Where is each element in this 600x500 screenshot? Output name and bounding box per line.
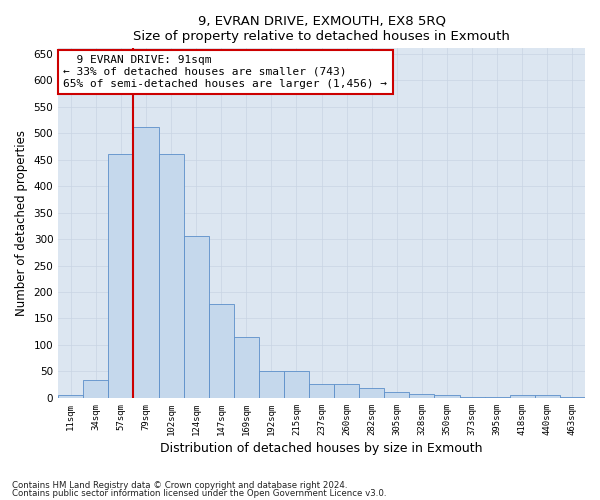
- X-axis label: Distribution of detached houses by size in Exmouth: Distribution of detached houses by size …: [160, 442, 483, 455]
- Bar: [560, 397, 585, 398]
- Bar: [409, 394, 434, 398]
- Bar: [133, 126, 158, 398]
- Bar: [284, 372, 309, 398]
- Title: 9, EVRAN DRIVE, EXMOUTH, EX8 5RQ
Size of property relative to detached houses in: 9, EVRAN DRIVE, EXMOUTH, EX8 5RQ Size of…: [133, 15, 510, 43]
- Bar: [158, 154, 184, 398]
- Y-axis label: Number of detached properties: Number of detached properties: [15, 130, 28, 316]
- Text: Contains HM Land Registry data © Crown copyright and database right 2024.: Contains HM Land Registry data © Crown c…: [12, 480, 347, 490]
- Bar: [234, 337, 259, 398]
- Bar: [58, 396, 83, 398]
- Bar: [209, 304, 234, 398]
- Bar: [334, 384, 359, 398]
- Bar: [385, 392, 409, 398]
- Bar: [309, 384, 334, 398]
- Bar: [460, 397, 485, 398]
- Bar: [535, 396, 560, 398]
- Bar: [109, 154, 133, 398]
- Bar: [184, 236, 209, 398]
- Text: 9 EVRAN DRIVE: 91sqm
← 33% of detached houses are smaller (743)
65% of semi-deta: 9 EVRAN DRIVE: 91sqm ← 33% of detached h…: [64, 56, 388, 88]
- Text: Contains public sector information licensed under the Open Government Licence v3: Contains public sector information licen…: [12, 489, 386, 498]
- Bar: [259, 372, 284, 398]
- Bar: [359, 388, 385, 398]
- Bar: [434, 396, 460, 398]
- Bar: [485, 397, 510, 398]
- Bar: [510, 396, 535, 398]
- Bar: [83, 380, 109, 398]
